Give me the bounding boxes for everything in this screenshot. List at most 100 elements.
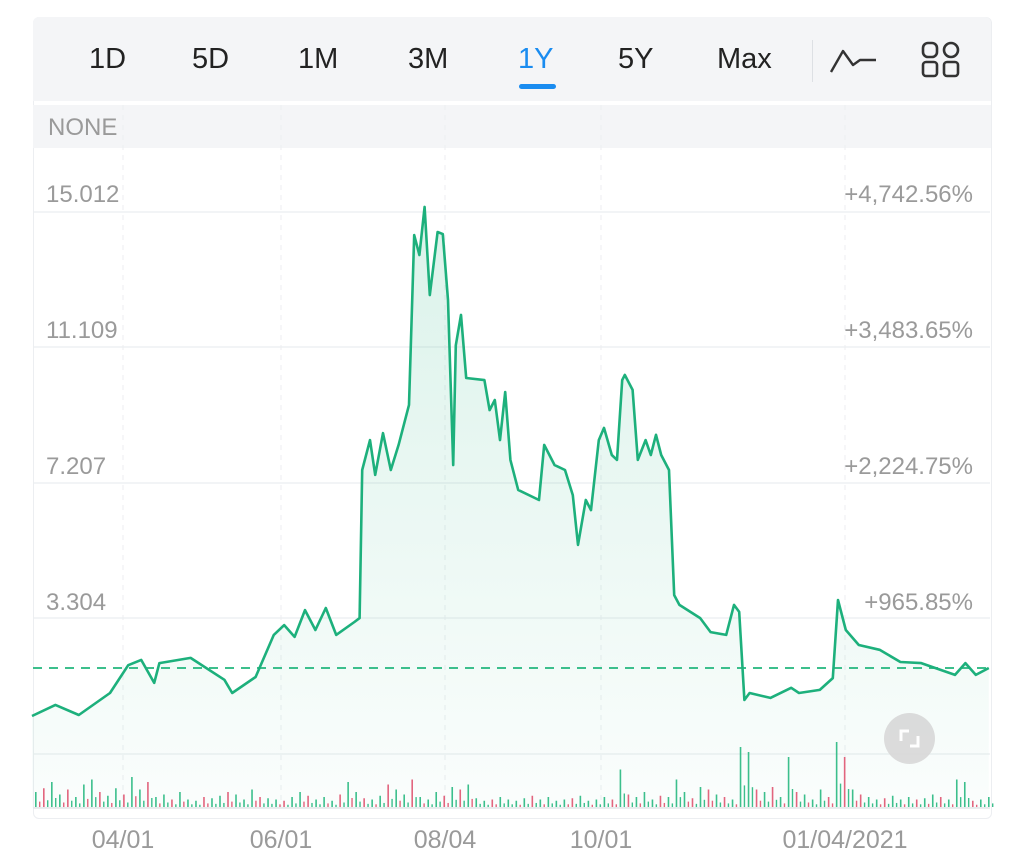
volume-bar (835, 742, 838, 807)
price-area (32, 206, 989, 808)
volume-bar (703, 799, 706, 807)
tab-1m[interactable]: 1M (298, 43, 339, 75)
volume-bar (251, 789, 253, 807)
volume-bar (691, 798, 694, 807)
volume-bar (463, 800, 465, 807)
volume-bar (55, 798, 57, 807)
volume-bar (819, 789, 822, 807)
volume-bar (763, 792, 766, 807)
volume-bar (379, 795, 381, 807)
volume-bar (419, 797, 422, 807)
volume-bar (595, 799, 598, 807)
tab-5d[interactable]: 5D (192, 43, 230, 75)
volume-bar (639, 803, 642, 807)
active-tab-indicator (519, 84, 556, 89)
volume-bar (235, 794, 237, 807)
volume-bar (543, 804, 545, 807)
volume-bar (859, 794, 862, 807)
volume-bar (947, 799, 950, 807)
volume-bar (707, 789, 710, 807)
volume-bar (59, 794, 61, 807)
volume-bar (535, 802, 537, 807)
volume-bar (423, 803, 425, 807)
volume-bar (615, 804, 618, 807)
volume-bar (183, 801, 185, 807)
volume-bar (71, 800, 73, 807)
volume-bar (267, 798, 269, 807)
volume-bar (139, 789, 141, 807)
volume-bar (567, 804, 569, 807)
volume-bar (619, 769, 622, 807)
volume-bar (731, 799, 734, 807)
volume-bar (39, 801, 41, 807)
volume-bar (467, 784, 470, 807)
volume-bar (723, 797, 726, 807)
tab-max[interactable]: Max (717, 43, 772, 75)
tab-3m[interactable]: 3M (408, 43, 449, 75)
volume-bar (151, 798, 153, 807)
volume-bar (343, 802, 345, 807)
volume-bar (547, 797, 550, 807)
volume-bar (627, 794, 630, 807)
expand-icon (899, 729, 920, 748)
y-tick-right: +3,483.65% (844, 317, 973, 344)
volume-bar (771, 787, 774, 807)
volume-bar (131, 777, 133, 807)
volume-bar (455, 799, 457, 807)
volume-bar (63, 802, 65, 807)
tab-1y[interactable]: 1Y (518, 43, 554, 75)
volume-bar (471, 798, 473, 807)
y-tick-right: +965.85% (864, 589, 973, 616)
volume-bar (687, 801, 690, 807)
line-chart-style-icon[interactable] (828, 45, 880, 75)
volume-bar (935, 802, 938, 807)
volume-bar (711, 800, 714, 807)
fullscreen-button[interactable] (884, 713, 935, 764)
indicators-grid-icon[interactable] (920, 40, 964, 80)
volume-bar (283, 800, 285, 807)
volume-bar (171, 799, 173, 807)
volume-bar (435, 792, 438, 807)
volume-bar (203, 797, 205, 807)
volume-bar (399, 800, 401, 807)
volume-bar (95, 797, 97, 807)
tab-1d[interactable]: 1D (89, 43, 127, 75)
volume-bar (779, 797, 782, 807)
volume-bar (939, 797, 942, 807)
volume-bar (667, 797, 670, 807)
volume-bar (99, 792, 101, 807)
volume-bar (699, 787, 702, 807)
y-tick-left: 3.304 (46, 589, 107, 616)
volume-bar (239, 802, 241, 807)
volume-bar (739, 747, 742, 807)
tab-5y[interactable]: 5Y (618, 43, 654, 75)
volume-bar (967, 798, 970, 807)
volume-bar (839, 783, 842, 807)
volume-bar (135, 796, 137, 807)
volume-bar (231, 801, 233, 807)
volume-bar (227, 792, 229, 807)
volume-bar (955, 779, 958, 807)
volume-bar (219, 795, 221, 807)
volume-bar (327, 803, 329, 807)
volume-bar (115, 788, 117, 807)
volume-bar (403, 794, 405, 807)
volume-bar (339, 794, 341, 807)
volume-bar (959, 797, 962, 807)
volume-bar (79, 803, 81, 807)
volume-bar (175, 804, 177, 807)
volume-bar (799, 801, 802, 807)
volume-bar (655, 804, 658, 807)
volume-bar (211, 798, 213, 807)
volume-bar (895, 802, 898, 807)
volume-bar (575, 803, 577, 807)
volume-bar (499, 797, 502, 807)
volume-bar (119, 800, 121, 807)
volume-bar (275, 799, 277, 807)
x-tick: 08/04 (413, 826, 477, 854)
volume-bar (167, 802, 169, 807)
volume-bar (451, 787, 454, 807)
volume-bar (883, 798, 886, 807)
volume-bar (735, 804, 738, 807)
